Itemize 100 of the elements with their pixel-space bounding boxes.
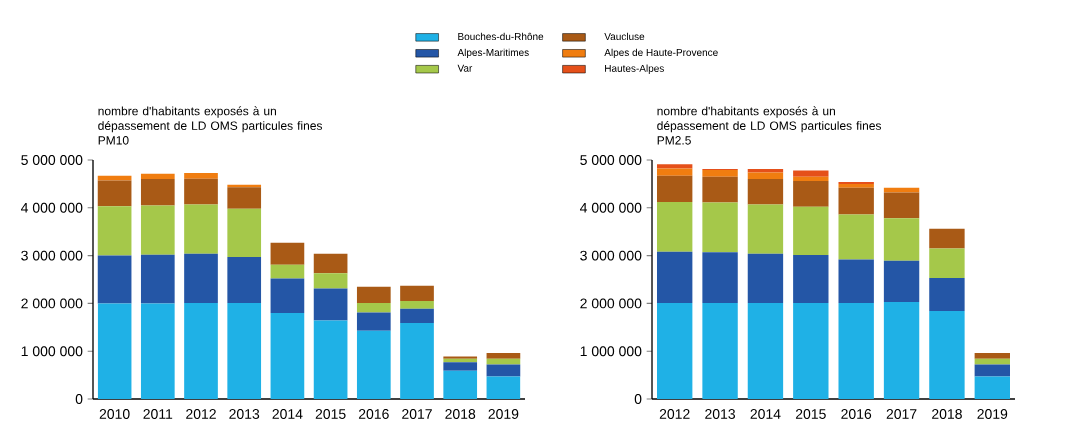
y-tick-label: 0 bbox=[75, 393, 83, 404]
legend-label: Vaucluse bbox=[604, 32, 645, 40]
bar bbox=[140, 205, 175, 255]
bar bbox=[400, 308, 434, 323]
bar bbox=[657, 175, 693, 202]
bar bbox=[883, 260, 920, 302]
bar bbox=[313, 253, 348, 274]
legend-label: Hautes-Alpes bbox=[605, 64, 664, 74]
bar bbox=[929, 248, 965, 278]
bar bbox=[400, 285, 434, 301]
bar bbox=[974, 358, 1010, 365]
bar bbox=[657, 164, 693, 169]
bar bbox=[883, 218, 920, 261]
x-tick-label: 2013 bbox=[705, 408, 736, 419]
y-tick-label: 4 000 000 bbox=[579, 202, 642, 213]
x-tick-label: 2012 bbox=[186, 408, 216, 419]
chart-title: nombre d'habitants exposés à un dépassement de LD OMS particules fines PM2.5 bbox=[657, 106, 882, 145]
bar bbox=[838, 259, 874, 303]
bar bbox=[140, 254, 175, 304]
y-tick-label: 1 000 000 bbox=[21, 346, 83, 356]
bar bbox=[443, 370, 478, 399]
bar bbox=[793, 302, 829, 399]
bar bbox=[657, 201, 693, 252]
bar bbox=[356, 302, 391, 313]
y-tick-label: 2 000 000 bbox=[21, 298, 83, 309]
bar bbox=[227, 187, 262, 209]
bar bbox=[883, 301, 920, 399]
x-tick-label: 2019 bbox=[977, 408, 1008, 419]
bar bbox=[140, 178, 175, 206]
bar bbox=[227, 208, 262, 257]
x-tick-label: 2017 bbox=[886, 408, 917, 419]
bar bbox=[184, 302, 218, 399]
y-tick-label: 5 000 000 bbox=[21, 154, 83, 165]
bar bbox=[270, 264, 305, 279]
bar bbox=[974, 376, 1010, 399]
bar bbox=[184, 253, 218, 303]
bar bbox=[702, 169, 738, 177]
bar bbox=[974, 352, 1010, 359]
x-tick-label: 2015 bbox=[315, 408, 346, 419]
bar bbox=[702, 202, 738, 253]
bar bbox=[486, 358, 521, 365]
bar bbox=[356, 312, 391, 331]
legend-label: Var bbox=[457, 64, 473, 72]
x-tick-label: 2013 bbox=[229, 408, 260, 419]
y-tick-label: 0 bbox=[634, 393, 642, 404]
bar bbox=[443, 362, 478, 371]
bar bbox=[97, 180, 132, 207]
x-tick-label: 2012 bbox=[659, 408, 690, 419]
bar bbox=[313, 320, 348, 399]
x-tick-label: 2016 bbox=[841, 408, 872, 419]
bar bbox=[486, 364, 521, 377]
bar bbox=[793, 254, 829, 303]
bar bbox=[270, 312, 305, 399]
x-tick-label: 2016 bbox=[358, 408, 389, 419]
bar bbox=[270, 242, 305, 265]
bar bbox=[97, 255, 132, 304]
bar bbox=[657, 168, 693, 176]
y-tick-label: 1 000 000 bbox=[580, 346, 642, 356]
bar bbox=[747, 172, 784, 179]
bar bbox=[140, 303, 175, 399]
bar bbox=[702, 176, 738, 203]
bar bbox=[747, 178, 784, 205]
legend-label: Bouches-du-Rhône bbox=[458, 32, 544, 40]
x-tick-label: 2014 bbox=[750, 408, 781, 419]
y-tick-label: 3 000 000 bbox=[21, 250, 83, 261]
bar bbox=[184, 172, 218, 179]
bar bbox=[838, 214, 874, 260]
y-tick-label: 4 000 000 bbox=[20, 202, 83, 213]
legend-label: Alpes-Maritimes bbox=[457, 48, 529, 58]
x-tick-label: 2019 bbox=[488, 408, 519, 419]
bar bbox=[657, 302, 693, 399]
bar bbox=[838, 183, 874, 188]
bar bbox=[793, 176, 829, 181]
bar bbox=[313, 288, 348, 321]
bar bbox=[838, 187, 874, 215]
bar bbox=[356, 286, 391, 303]
bar bbox=[97, 175, 132, 181]
y-tick-label: 2 000 000 bbox=[580, 298, 642, 309]
bar bbox=[400, 322, 434, 399]
x-tick-label: 2014 bbox=[272, 408, 303, 419]
x-tick-label: 2011 bbox=[143, 408, 173, 419]
bar bbox=[929, 277, 965, 311]
bar bbox=[702, 252, 738, 303]
bar bbox=[356, 330, 391, 399]
bar bbox=[974, 364, 1010, 377]
bar bbox=[929, 310, 965, 399]
bar bbox=[747, 204, 784, 254]
y-tick-label: 5 000 000 bbox=[580, 154, 642, 165]
bar bbox=[838, 302, 874, 399]
bar bbox=[702, 302, 738, 399]
y-tick-label: 3 000 000 bbox=[580, 250, 642, 261]
bar bbox=[883, 192, 920, 219]
bar bbox=[184, 204, 218, 254]
bar bbox=[184, 178, 218, 205]
bar bbox=[227, 256, 262, 303]
x-tick-label: 2018 bbox=[445, 408, 476, 419]
bar bbox=[97, 303, 132, 399]
bar bbox=[486, 352, 521, 359]
bar bbox=[793, 170, 829, 177]
bar bbox=[140, 173, 175, 179]
